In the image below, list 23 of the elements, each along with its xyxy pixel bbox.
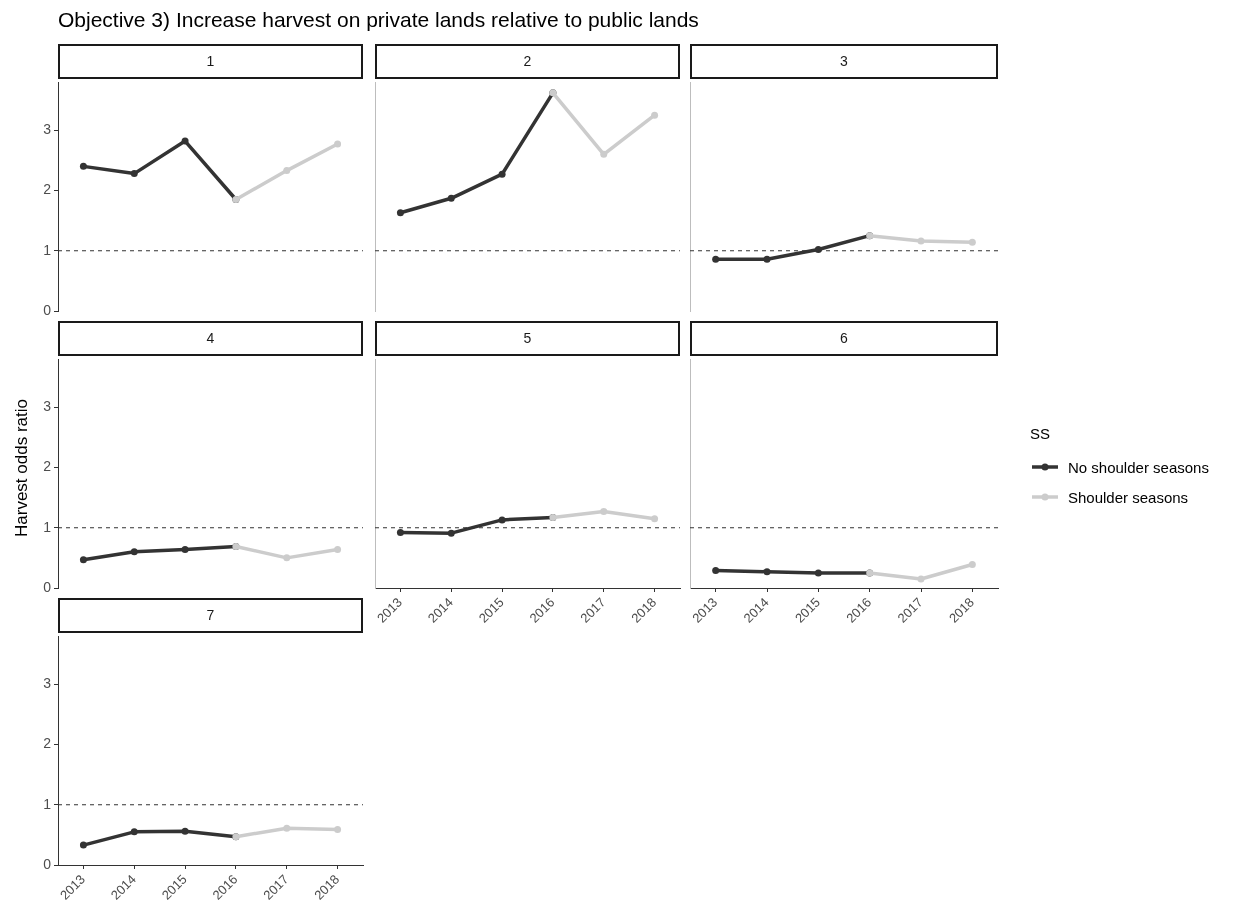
y-tick-label: 2 bbox=[43, 735, 52, 752]
y-axis-title: Harvest odds ratio bbox=[11, 398, 32, 537]
y-tick-label: 0 bbox=[43, 301, 52, 318]
chart-subtitle: 3 bbox=[690, 44, 998, 79]
legend-label: Shoulder seasons bbox=[1068, 488, 1189, 506]
y-tick-label: 2 bbox=[43, 181, 52, 198]
y-tick-label: 0 bbox=[43, 855, 52, 872]
y-tick-label: 1 bbox=[43, 795, 52, 812]
legend-label: No shoulder seasons bbox=[1068, 458, 1209, 476]
chart-title: Objective 3) Increase harvest on private lands relative to public lands bbox=[58, 8, 699, 32]
y-tick-label: 1 bbox=[43, 241, 52, 258]
y-tick-label: 2 bbox=[43, 458, 52, 475]
y-tick-label: 1 bbox=[43, 518, 52, 535]
legend-title: SS bbox=[1030, 425, 1051, 442]
chart-subtitle: 2 bbox=[375, 44, 680, 79]
y-tick-label: 0 bbox=[43, 578, 52, 595]
y-tick-label: 3 bbox=[43, 675, 52, 692]
chart-subtitle: 4 bbox=[58, 321, 363, 356]
chart-subtitle: 7 bbox=[58, 598, 363, 633]
chart-subtitle: 6 bbox=[690, 321, 998, 356]
y-tick-label: 3 bbox=[43, 121, 52, 138]
chart-subtitle: 5 bbox=[375, 321, 680, 356]
y-tick-label: 3 bbox=[43, 398, 52, 415]
